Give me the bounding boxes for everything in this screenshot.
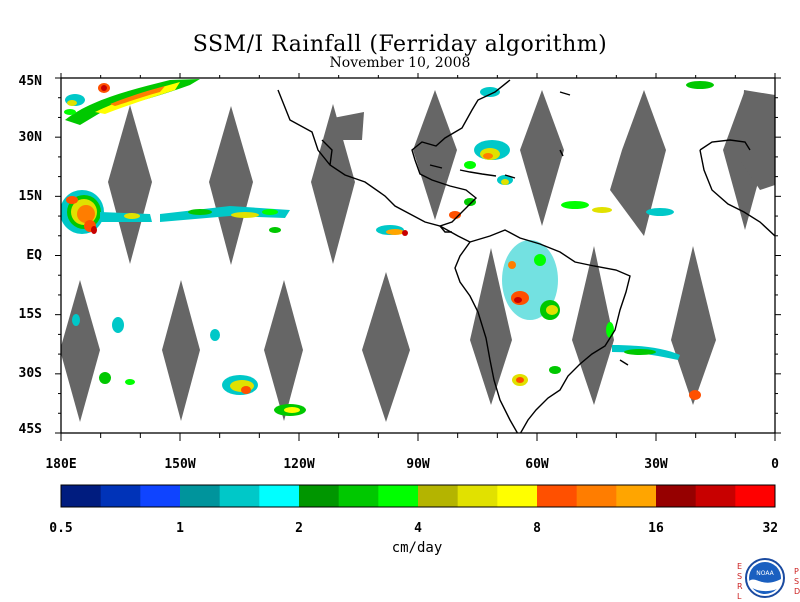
swath-gap (162, 280, 200, 421)
swath-gap (108, 105, 152, 264)
map-title: SSM/I Rainfall (Ferriday algorithm) (192, 32, 608, 57)
noaa-emblem-icon: NOAA (745, 558, 785, 598)
lon-label-150w: 150W (164, 457, 196, 472)
swath-gap (413, 90, 457, 220)
swath-gap (209, 106, 253, 265)
swath-gap (362, 272, 410, 422)
swath-gap (671, 246, 716, 405)
colorbar-tick-32: 32 (762, 521, 779, 536)
lon-label-60w: 60W (525, 457, 549, 472)
coastlines (277, 79, 775, 433)
swath-gap (264, 280, 303, 421)
swath-gap (610, 90, 666, 236)
lat-label-30s: 30S (18, 366, 42, 381)
logo-left-letters: ESRL (737, 562, 743, 602)
esrl-psd-noaa-logo: ESRL NOAA PSD (730, 555, 800, 602)
colorbar-tick-1: 1 (176, 521, 184, 536)
lon-label-90w: 90W (406, 457, 430, 472)
map-date: November 10, 2008 (329, 55, 471, 71)
logo-right-text: PSD (794, 567, 800, 596)
colorbar-tick-2: 2 (295, 521, 303, 536)
lat-label-30n: 30N (18, 130, 42, 145)
no-data-swath-gaps (61, 90, 775, 422)
lat-label-eq: EQ (26, 248, 42, 263)
logo-center-text: NOAA (756, 570, 774, 577)
swath-gap (470, 248, 512, 405)
logo-right-letters: PSD (794, 567, 800, 597)
colorbar-tick-8: 8 (533, 521, 541, 536)
lat-label-15s: 15S (18, 307, 42, 322)
swath-gap (311, 104, 355, 264)
rainfall-patches (61, 79, 714, 416)
logo-left-text: ESRL (737, 562, 743, 601)
lat-label-45s: 45S (18, 422, 42, 437)
colorbar-tick-0.5: 0.5 (49, 521, 73, 536)
colorbar-tick-4: 4 (414, 521, 422, 536)
axis-ticks (55, 73, 781, 441)
swath-gap (333, 112, 364, 140)
colorbar-units: cm/day (391, 540, 443, 556)
lon-label-120w: 120W (283, 457, 315, 472)
swath-gap (572, 246, 614, 405)
lon-label-30w: 30W (644, 457, 668, 472)
swath-gap (520, 90, 564, 226)
colorbar-tick-16: 16 (648, 521, 664, 536)
lat-label-15n: 15N (18, 189, 42, 204)
lon-label-0: 0 (771, 457, 779, 472)
lon-label-180e: 180E (45, 457, 77, 472)
swath-gap (740, 90, 775, 190)
lat-label-45n: 45N (18, 74, 42, 89)
map-background (61, 78, 775, 433)
swath-gap (61, 280, 100, 422)
